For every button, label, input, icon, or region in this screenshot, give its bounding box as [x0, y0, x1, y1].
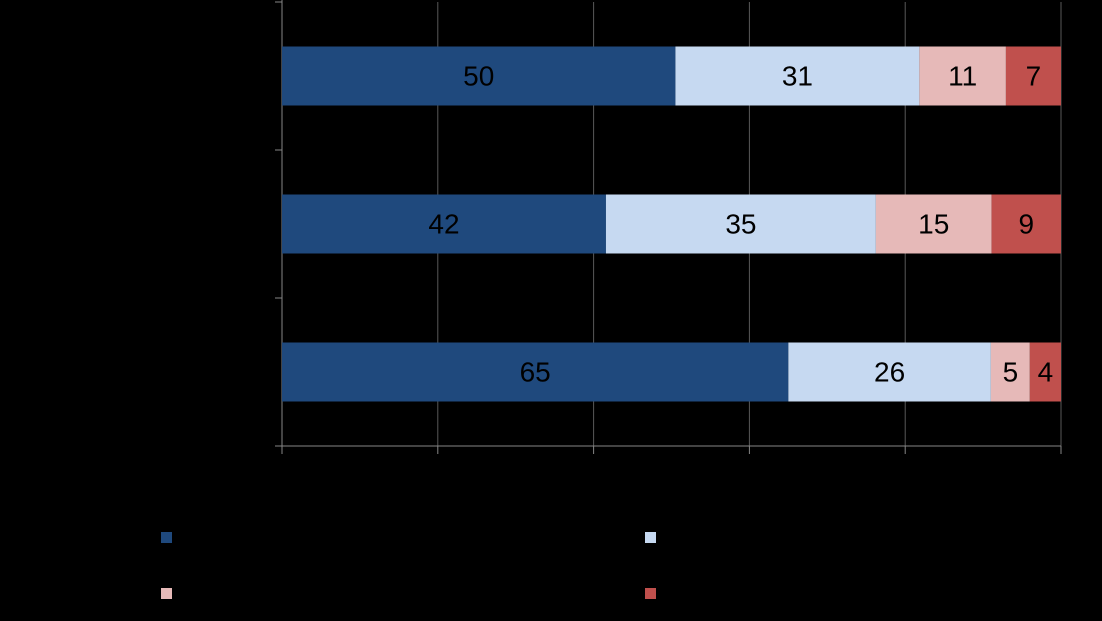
- data-label: 7: [1026, 60, 1042, 91]
- legend-swatch: [161, 532, 172, 543]
- data-label: 31: [782, 60, 813, 91]
- data-label: 42: [428, 208, 459, 239]
- bar-segment: [605, 194, 876, 254]
- bar-segment: [875, 194, 992, 254]
- bar-segment: [675, 46, 920, 106]
- data-label: 35: [725, 208, 756, 239]
- bar-segment: [1005, 46, 1061, 106]
- data-label: 11: [948, 60, 977, 91]
- bar-segment: [282, 342, 789, 402]
- bar-segment: [1029, 342, 1061, 402]
- data-label: 9: [1019, 208, 1035, 239]
- bar-segment: [788, 342, 991, 402]
- data-label: 15: [918, 208, 949, 239]
- bar-segment: [990, 342, 1030, 402]
- bar-segment: [991, 194, 1061, 254]
- data-label: 50: [463, 60, 494, 91]
- data-label: 5: [1003, 356, 1019, 387]
- data-label: 26: [874, 356, 905, 387]
- legend-swatch: [645, 532, 656, 543]
- bar-segment: [282, 194, 606, 254]
- bar-segment: [919, 46, 1006, 106]
- legend-swatch: [161, 588, 172, 599]
- data-label: 65: [520, 356, 551, 387]
- legend-swatch: [645, 588, 656, 599]
- bar-segment: [282, 46, 676, 106]
- data-label: 4: [1038, 356, 1054, 387]
